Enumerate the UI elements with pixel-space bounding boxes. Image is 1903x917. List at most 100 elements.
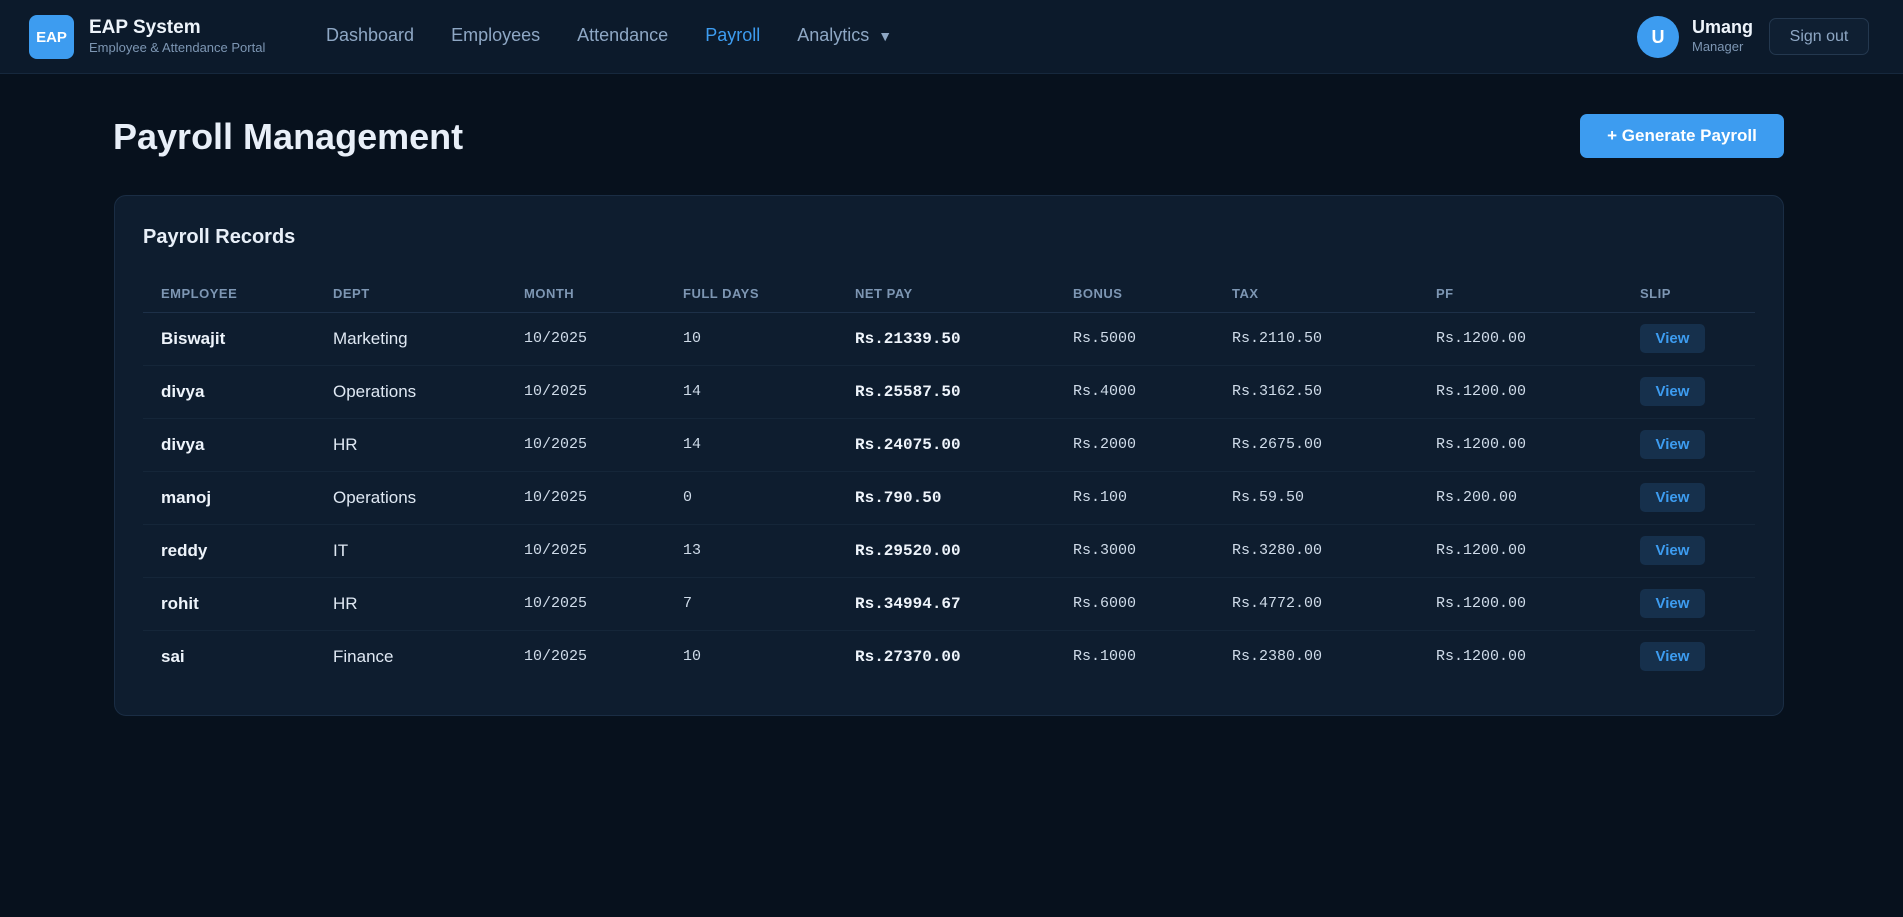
nav-attendance[interactable]: Attendance bbox=[577, 25, 669, 45]
slip-cell: View bbox=[1622, 471, 1755, 525]
nav-dashboard[interactable]: Dashboard bbox=[326, 25, 415, 45]
table-row[interactable]: reddy IT 10/2025 13 Rs.29520.00 Rs.3000 Rs.328… bbox=[143, 524, 1755, 578]
full-days-cell: 7 bbox=[665, 577, 837, 631]
table-row[interactable]: Biswajit Marketing 10/2025 10 Rs.21339.50 Rs.… bbox=[143, 312, 1755, 366]
department-cell: HR bbox=[315, 418, 506, 472]
column-header[interactable]: BONUS bbox=[1055, 276, 1214, 313]
employee-name-cell: sai bbox=[161, 646, 185, 666]
slip-cell: View bbox=[1622, 577, 1755, 631]
table-row[interactable]: divya Operations 10/2025 14 Rs.25587.50 Rs.40… bbox=[143, 365, 1755, 419]
view-slip-button[interactable]: View bbox=[1640, 483, 1705, 512]
employee-name-cell: divya bbox=[143, 418, 315, 472]
full-days-cell: 10 bbox=[665, 312, 837, 366]
column-header[interactable]: FULL DAYS bbox=[665, 276, 837, 313]
pay-month-cell: 10/2025 bbox=[506, 524, 665, 578]
pay-month-cell: 10/2025 bbox=[506, 365, 665, 419]
column-header[interactable]: TAX bbox=[1214, 276, 1418, 313]
bonus-cell: Rs.2000 bbox=[1055, 418, 1214, 472]
pay-month-cell: 10/2025 bbox=[506, 418, 665, 472]
tax-cell: Rs.2675.00 bbox=[1214, 418, 1418, 472]
payroll-records-card: Payroll Records EMPLOYEE DEPT MONTH FULL… bbox=[114, 195, 1784, 716]
pay-month-cell: 10/2025 bbox=[506, 471, 665, 525]
card-title: Payroll Records bbox=[143, 226, 296, 248]
department-cell: Finance bbox=[333, 646, 394, 666]
slip-cell: View bbox=[1622, 630, 1755, 683]
nav-payroll[interactable]: Payroll bbox=[705, 25, 761, 45]
generate-payroll-button[interactable]: + Generate Payroll bbox=[1580, 114, 1784, 158]
view-slip-button[interactable]: View bbox=[1640, 642, 1705, 672]
top-navbar: EAP EAP System Employee & Attendance Por… bbox=[0, 0, 1903, 74]
full-days-cell: 14 bbox=[665, 365, 837, 419]
employee-name-cell: manoj bbox=[143, 471, 315, 525]
employee-name-cell: Biswajit bbox=[143, 312, 315, 366]
net-pay-cell: Rs.27370.00 bbox=[855, 647, 961, 666]
provident-fund-cell: Rs.1200.00 bbox=[1418, 312, 1622, 366]
department-cell: Operations bbox=[315, 471, 506, 525]
net-pay-cell: Rs.24075.00 bbox=[837, 418, 1055, 472]
net-pay-cell: Rs.21339.50 bbox=[837, 312, 1055, 366]
tax-cell: Rs.3162.50 bbox=[1214, 365, 1418, 419]
provident-fund-cell: Rs.1200.00 bbox=[1418, 418, 1622, 472]
slip-cell: View bbox=[1622, 365, 1755, 419]
nav-analytics-dropdown[interactable]: Analytics ▼ bbox=[797, 25, 892, 46]
page-title: Payroll Management bbox=[113, 116, 464, 157]
nav-employees[interactable]: Employees bbox=[451, 25, 541, 45]
payroll-table-body: Biswajit Marketing 10/2025 10 Rs.21339.50 Rs.… bbox=[143, 312, 1755, 683]
pay-month-cell: 10/2025 bbox=[524, 648, 588, 666]
app-subtitle: Employee & Attendance Portal bbox=[89, 40, 266, 55]
slip-cell: View bbox=[1622, 312, 1755, 366]
slip-cell: View bbox=[1622, 524, 1755, 578]
bonus-cell: Rs.100 bbox=[1055, 471, 1214, 525]
full-days-cell: 0 bbox=[665, 471, 837, 525]
tax-cell: Rs.2110.50 bbox=[1214, 312, 1418, 366]
bonus-cell: Rs.6000 bbox=[1055, 577, 1214, 631]
table-row[interactable]: rohit HR 10/2025 7 Rs.34994.67 Rs.6000 Rs.4772… bbox=[143, 577, 1755, 631]
full-days-cell: 10 bbox=[683, 648, 702, 666]
provident-fund-cell: Rs.1200.00 bbox=[1418, 524, 1622, 578]
employee-name-cell: divya bbox=[143, 365, 315, 419]
column-header[interactable]: MONTH bbox=[506, 276, 665, 313]
tax-cell: Rs.3280.00 bbox=[1214, 524, 1418, 578]
table-header-row: EMPLOYEE DEPT MONTH FULL DAYS NET PAY BO… bbox=[143, 276, 1755, 313]
payroll-table: EMPLOYEE DEPT MONTH FULL DAYS NET PAY BO… bbox=[143, 276, 1755, 683]
slip-cell: View bbox=[1622, 418, 1755, 472]
app-logo[interactable]: EAP bbox=[29, 15, 74, 59]
net-pay-cell: Rs.25587.50 bbox=[837, 365, 1055, 419]
avatar[interactable]: U bbox=[1637, 16, 1679, 58]
provident-fund-cell: Rs.1200.00 bbox=[1418, 365, 1622, 419]
employee-name-cell: rohit bbox=[143, 577, 315, 631]
view-slip-button[interactable]: View bbox=[1640, 430, 1705, 459]
view-slip-button[interactable]: View bbox=[1640, 536, 1705, 565]
view-slip-button[interactable]: View bbox=[1640, 377, 1705, 406]
table-row[interactable]: manoj Operations 10/2025 0 Rs.790.50 Rs.100 Rs… bbox=[143, 471, 1755, 525]
net-pay-cell: Rs.29520.00 bbox=[837, 524, 1055, 578]
provident-fund-cell: Rs.1200.00 bbox=[1436, 648, 1527, 666]
table-row[interactable]: sai Finance 10/2025 10 Rs.27370.00 Rs.1000 Rs.… bbox=[143, 630, 1755, 683]
bonus-cell: Rs.3000 bbox=[1055, 524, 1214, 578]
table-row[interactable]: divya HR 10/2025 14 Rs.24075.00 Rs.2000 Rs.267… bbox=[143, 418, 1755, 472]
pay-month-cell: 10/2025 bbox=[506, 577, 665, 631]
tax-cell: Rs.4772.00 bbox=[1214, 577, 1418, 631]
view-slip-button[interactable]: View bbox=[1640, 589, 1705, 618]
department-cell: Marketing bbox=[315, 312, 506, 366]
column-header[interactable]: PF bbox=[1418, 276, 1622, 313]
user-name: Umang bbox=[1692, 17, 1754, 37]
provident-fund-cell: Rs.1200.00 bbox=[1418, 577, 1622, 631]
column-header: SLIP bbox=[1622, 276, 1755, 313]
bonus-cell: Rs.1000 bbox=[1073, 648, 1137, 666]
column-header[interactable]: NET PAY bbox=[837, 276, 1055, 313]
tax-cell: Rs.2380.00 bbox=[1232, 648, 1323, 666]
department-cell: Operations bbox=[315, 365, 506, 419]
net-pay-cell: Rs.790.50 bbox=[837, 471, 1055, 525]
column-header[interactable]: DEPT bbox=[315, 276, 506, 313]
nav-analytics-label: Analytics bbox=[797, 25, 870, 45]
tax-cell: Rs.59.50 bbox=[1214, 471, 1418, 525]
chevron-down-icon: ▼ bbox=[878, 28, 893, 44]
main-nav: Dashboard Employees Attendance Payroll A… bbox=[326, 25, 929, 46]
employee-name-cell: reddy bbox=[143, 524, 315, 578]
sign-out-button[interactable]: Sign out bbox=[1769, 18, 1869, 55]
view-slip-button[interactable]: View bbox=[1640, 324, 1705, 353]
column-header[interactable]: EMPLOYEE bbox=[143, 276, 315, 313]
department-cell: HR bbox=[315, 577, 506, 631]
department-cell: IT bbox=[315, 524, 506, 578]
